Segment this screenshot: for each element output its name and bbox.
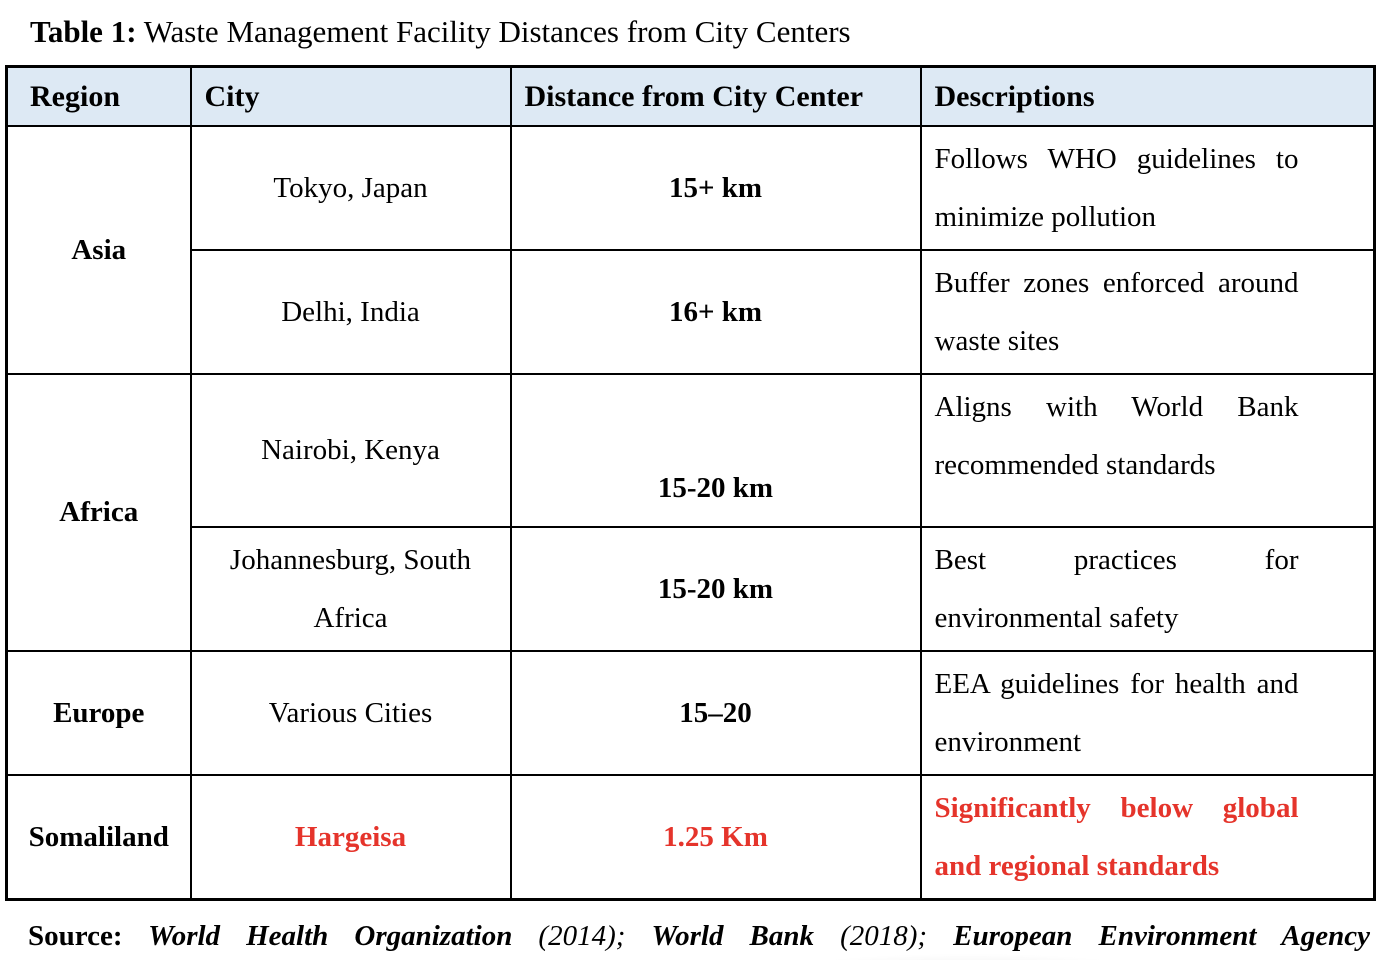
source-label: Source: (28, 919, 123, 952)
city-cell-europe: Various Cities (189, 649, 512, 776)
table-row-tokyo: Asia Tokyo, Japan 15+ km Follows WHO gui… (5, 124, 1376, 375)
source-note: Source: World Health Organization (2014)… (28, 907, 1370, 960)
table-row-europe: Europe Various Cities 15–20 EEA guidelin… (5, 649, 1376, 776)
description-cell-tokyo: Follows WHO guidelines to minimize pollu… (919, 124, 1376, 251)
region-cell-europe: Europe (5, 649, 192, 776)
source-line-1: Source: World Health Organization (2014)… (28, 907, 1370, 960)
city-cell-johannesburg: Johannesburg, South Africa (189, 525, 512, 652)
col-header-distance: Distance from City Center (509, 65, 922, 127)
region-cell-asia: Asia (5, 124, 192, 375)
region-cell-africa: Africa (5, 372, 192, 652)
region-cell-somaliland: Somaliland (5, 773, 192, 901)
source-org-who: World Health Organization (122, 919, 513, 952)
description-cell-somaliland: Significantly below global and regional … (919, 773, 1376, 901)
city-cell-delhi: Delhi, India (189, 248, 512, 375)
table-row-nairobi: Africa Nairobi, Kenya 15-20 km Aligns wi… (5, 372, 1376, 652)
table-row-johannesburg: Johannesburg, South Africa 15-20 km Best… (7, 525, 1376, 652)
source-year-2018: (2018); (814, 919, 954, 952)
city-cell-hargeisa: Hargeisa (189, 773, 512, 901)
col-header-region: Region (5, 65, 192, 127)
description-cell-johannesburg: Best practices for environmental safety (919, 525, 1376, 652)
distance-cell-hargeisa: 1.25 Km (509, 773, 922, 901)
description-cell-nairobi: Aligns with World Bank recommended stand… (919, 372, 1376, 528)
description-text: Aligns with World Bank recommended stand… (934, 390, 1299, 481)
source-year-2014: (2014); (512, 919, 652, 952)
table-caption-label: Table 1: (30, 14, 137, 49)
distance-cell-johannesburg: 15-20 km (509, 525, 922, 652)
col-header-descriptions: Descriptions (919, 65, 1376, 127)
description-text-highlighted: Significantly below global and regional … (934, 791, 1299, 882)
description-text: Best practices for environmental safety (934, 543, 1299, 634)
table-row-delhi: Delhi, India 16+ km Buffer zones enforce… (7, 248, 1376, 375)
header-row: Region City Distance from City Center De… (5, 65, 1376, 127)
table-caption: Table 1: Waste Management Facility Dista… (30, 12, 1378, 52)
distance-cell-nairobi: 15-20 km (509, 372, 922, 528)
description-text: Follows WHO guidelines to minimize pollu… (934, 142, 1299, 233)
description-text: EEA guidelines for health and environmen… (934, 667, 1299, 758)
source-org-worldbank: World Bank (651, 919, 814, 952)
city-cell-tokyo: Tokyo, Japan (189, 124, 512, 251)
distance-cell-tokyo: 15+ km (509, 124, 922, 251)
col-header-city: City (189, 65, 512, 127)
city-cell-nairobi: Nairobi, Kenya (189, 372, 512, 528)
distance-cell-europe: 15–20 (509, 649, 922, 776)
distance-cell-delhi: 16+ km (509, 248, 922, 375)
source-org-eea: European Environment Agency (953, 919, 1370, 952)
table-row-somaliland: Somaliland Hargeisa 1.25 Km Significantl… (5, 773, 1376, 901)
table-caption-text: Waste Management Facility Distances from… (136, 14, 851, 49)
description-cell-europe: EEA guidelines for health and environmen… (919, 649, 1376, 776)
description-text: Buffer zones enforced around waste sites (934, 266, 1299, 357)
document-page: Table 1: Waste Management Facility Dista… (0, 12, 1378, 960)
description-cell-delhi: Buffer zones enforced around waste sites (919, 248, 1376, 375)
waste-distance-table: Region City Distance from City Center De… (5, 65, 1376, 901)
